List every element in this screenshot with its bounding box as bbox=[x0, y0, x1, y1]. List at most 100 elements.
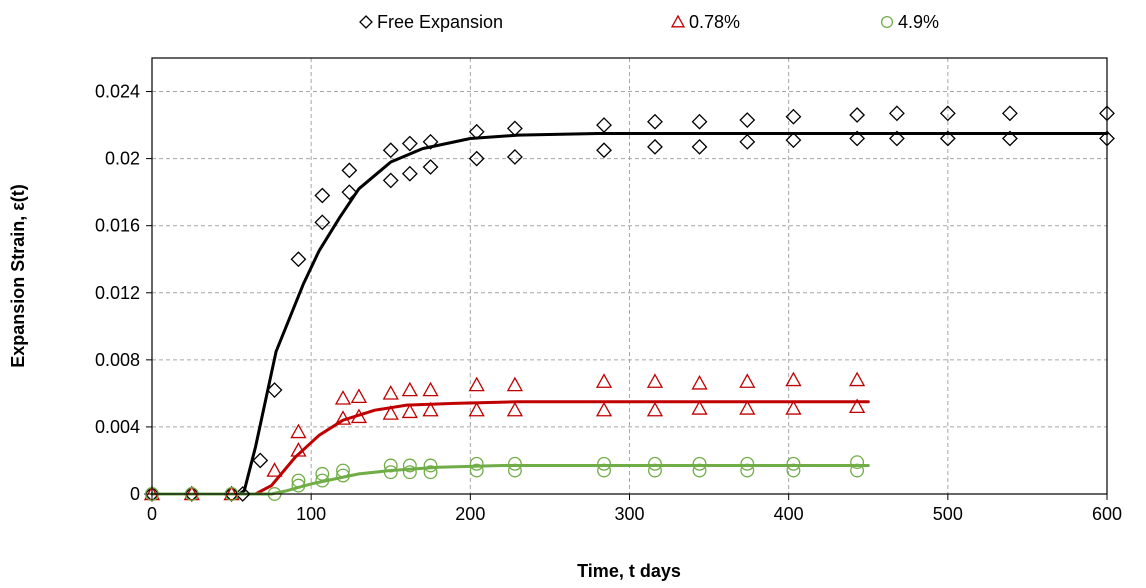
data-point-4-9 bbox=[507, 456, 522, 471]
data-point-free-expansion bbox=[506, 149, 523, 165]
data-point-0-78 bbox=[334, 390, 352, 405]
data-point-0-78 bbox=[849, 398, 866, 414]
data-point-4-9 bbox=[740, 456, 755, 471]
data-point-4-9 bbox=[402, 465, 417, 480]
data-point-4-9 bbox=[850, 455, 865, 470]
data-point-free-expansion bbox=[144, 486, 160, 502]
data-point-free-expansion bbox=[314, 214, 331, 231]
data-point-4-9 bbox=[597, 463, 611, 478]
data-point-free-expansion bbox=[468, 123, 485, 140]
x-axis-title: Time, t days bbox=[577, 561, 681, 581]
y-tick-label: 0.016 bbox=[95, 216, 140, 236]
data-point-0-78 bbox=[266, 462, 283, 477]
data-point-free-expansion bbox=[888, 105, 905, 122]
data-point-0-78 bbox=[739, 400, 756, 415]
data-point-0-78 bbox=[290, 423, 307, 439]
data-point-4-9 bbox=[402, 458, 417, 473]
data-point-0-78 bbox=[350, 388, 368, 403]
x-tick-label: 500 bbox=[933, 504, 963, 524]
data-point-0-78 bbox=[595, 373, 613, 388]
data-point-4-9 bbox=[315, 473, 330, 488]
data-point-0-78 bbox=[183, 485, 200, 501]
data-point-4-9 bbox=[850, 463, 865, 478]
legend-label-4-9: 4.9% bbox=[898, 12, 939, 32]
data-point-4-9 bbox=[597, 456, 611, 471]
data-point-0-78 bbox=[506, 376, 524, 392]
tick-labels: 0 100 200 300 400 500 600 0 0.004 0.008 0.012 0.016… bbox=[95, 82, 1122, 524]
x-tick-label: 600 bbox=[1092, 504, 1122, 524]
data-point-free-expansion bbox=[785, 132, 802, 149]
data-point-0-78 bbox=[382, 405, 399, 420]
data-point-0-78 bbox=[468, 401, 485, 417]
data-point-free-expansion bbox=[223, 486, 240, 502]
data-markers bbox=[143, 105, 1115, 502]
data-point-free-expansion bbox=[647, 138, 663, 155]
data-point-free-expansion bbox=[341, 162, 358, 179]
legend-marker-0-78 bbox=[670, 14, 686, 28]
x-tick-label: 200 bbox=[455, 504, 485, 524]
data-point-free-expansion bbox=[647, 113, 663, 130]
data-point-4-9 bbox=[291, 473, 306, 488]
data-point-4-9 bbox=[507, 463, 522, 478]
data-point-free-expansion bbox=[252, 452, 269, 469]
data-point-4-9 bbox=[383, 458, 398, 473]
grid bbox=[152, 58, 1107, 494]
data-point-0-78 bbox=[595, 401, 613, 417]
data-point-free-expansion bbox=[266, 382, 283, 398]
data-point-0-78 bbox=[691, 374, 708, 390]
legend-marker-free-expansion bbox=[359, 15, 373, 29]
data-point-free-expansion bbox=[939, 130, 956, 147]
data-point-0-78 bbox=[646, 401, 664, 417]
data-point-0-78 bbox=[691, 400, 708, 415]
data-point-0-78 bbox=[468, 376, 485, 392]
data-point-0-78 bbox=[646, 373, 664, 388]
data-point-free-expansion bbox=[691, 113, 708, 130]
data-point-4-9 bbox=[648, 456, 662, 471]
data-point-free-expansion bbox=[739, 133, 756, 150]
data-point-4-9 bbox=[692, 463, 707, 478]
data-point-free-expansion bbox=[888, 130, 905, 147]
data-point-4-9 bbox=[786, 463, 801, 478]
data-point-4-9 bbox=[383, 465, 398, 480]
data-point-0-78 bbox=[290, 442, 307, 457]
y-tick-label: 0.02 bbox=[105, 149, 140, 169]
data-point-4-9 bbox=[423, 458, 438, 473]
y-tick-label: 0.024 bbox=[95, 82, 140, 102]
data-point-free-expansion bbox=[382, 172, 399, 189]
data-point-0-78 bbox=[785, 400, 802, 415]
data-point-free-expansion bbox=[939, 105, 956, 122]
data-point-4-9 bbox=[291, 478, 306, 493]
y-tick-label: 0 bbox=[130, 484, 140, 504]
x-tick-label: 300 bbox=[614, 504, 644, 524]
data-point-4-9 bbox=[336, 468, 350, 483]
data-point-0-78 bbox=[382, 385, 399, 400]
data-point-free-expansion bbox=[468, 150, 485, 167]
data-point-0-78 bbox=[350, 408, 368, 424]
data-point-0-78 bbox=[849, 371, 866, 387]
data-point-0-78 bbox=[422, 381, 439, 397]
data-point-4-9 bbox=[469, 463, 484, 478]
fit-curves bbox=[150, 132, 1109, 496]
y-tick-label: 0.012 bbox=[95, 283, 140, 303]
x-tick-label: 0 bbox=[147, 504, 157, 524]
data-point-0-78 bbox=[422, 401, 439, 417]
data-point-4-9 bbox=[648, 463, 662, 478]
data-point-free-expansion bbox=[739, 112, 756, 128]
data-point-free-expansion bbox=[506, 120, 523, 137]
data-point-0-78 bbox=[223, 485, 240, 501]
data-point-free-expansion bbox=[596, 117, 612, 133]
data-point-free-expansion bbox=[596, 142, 612, 159]
data-point-free-expansion bbox=[401, 135, 418, 152]
fit-line-0-78 bbox=[150, 400, 870, 496]
data-point-0-78 bbox=[401, 403, 418, 419]
data-point-4-9 bbox=[740, 463, 755, 478]
data-point-free-expansion bbox=[183, 486, 200, 502]
data-point-4-9 bbox=[423, 465, 438, 480]
x-tick-label: 400 bbox=[774, 504, 804, 524]
data-point-free-expansion bbox=[422, 133, 439, 150]
fit-line-4-9 bbox=[150, 464, 870, 496]
data-point-free-expansion bbox=[691, 138, 708, 155]
data-point-4-9 bbox=[469, 456, 484, 471]
data-point-4-9 bbox=[786, 456, 801, 471]
